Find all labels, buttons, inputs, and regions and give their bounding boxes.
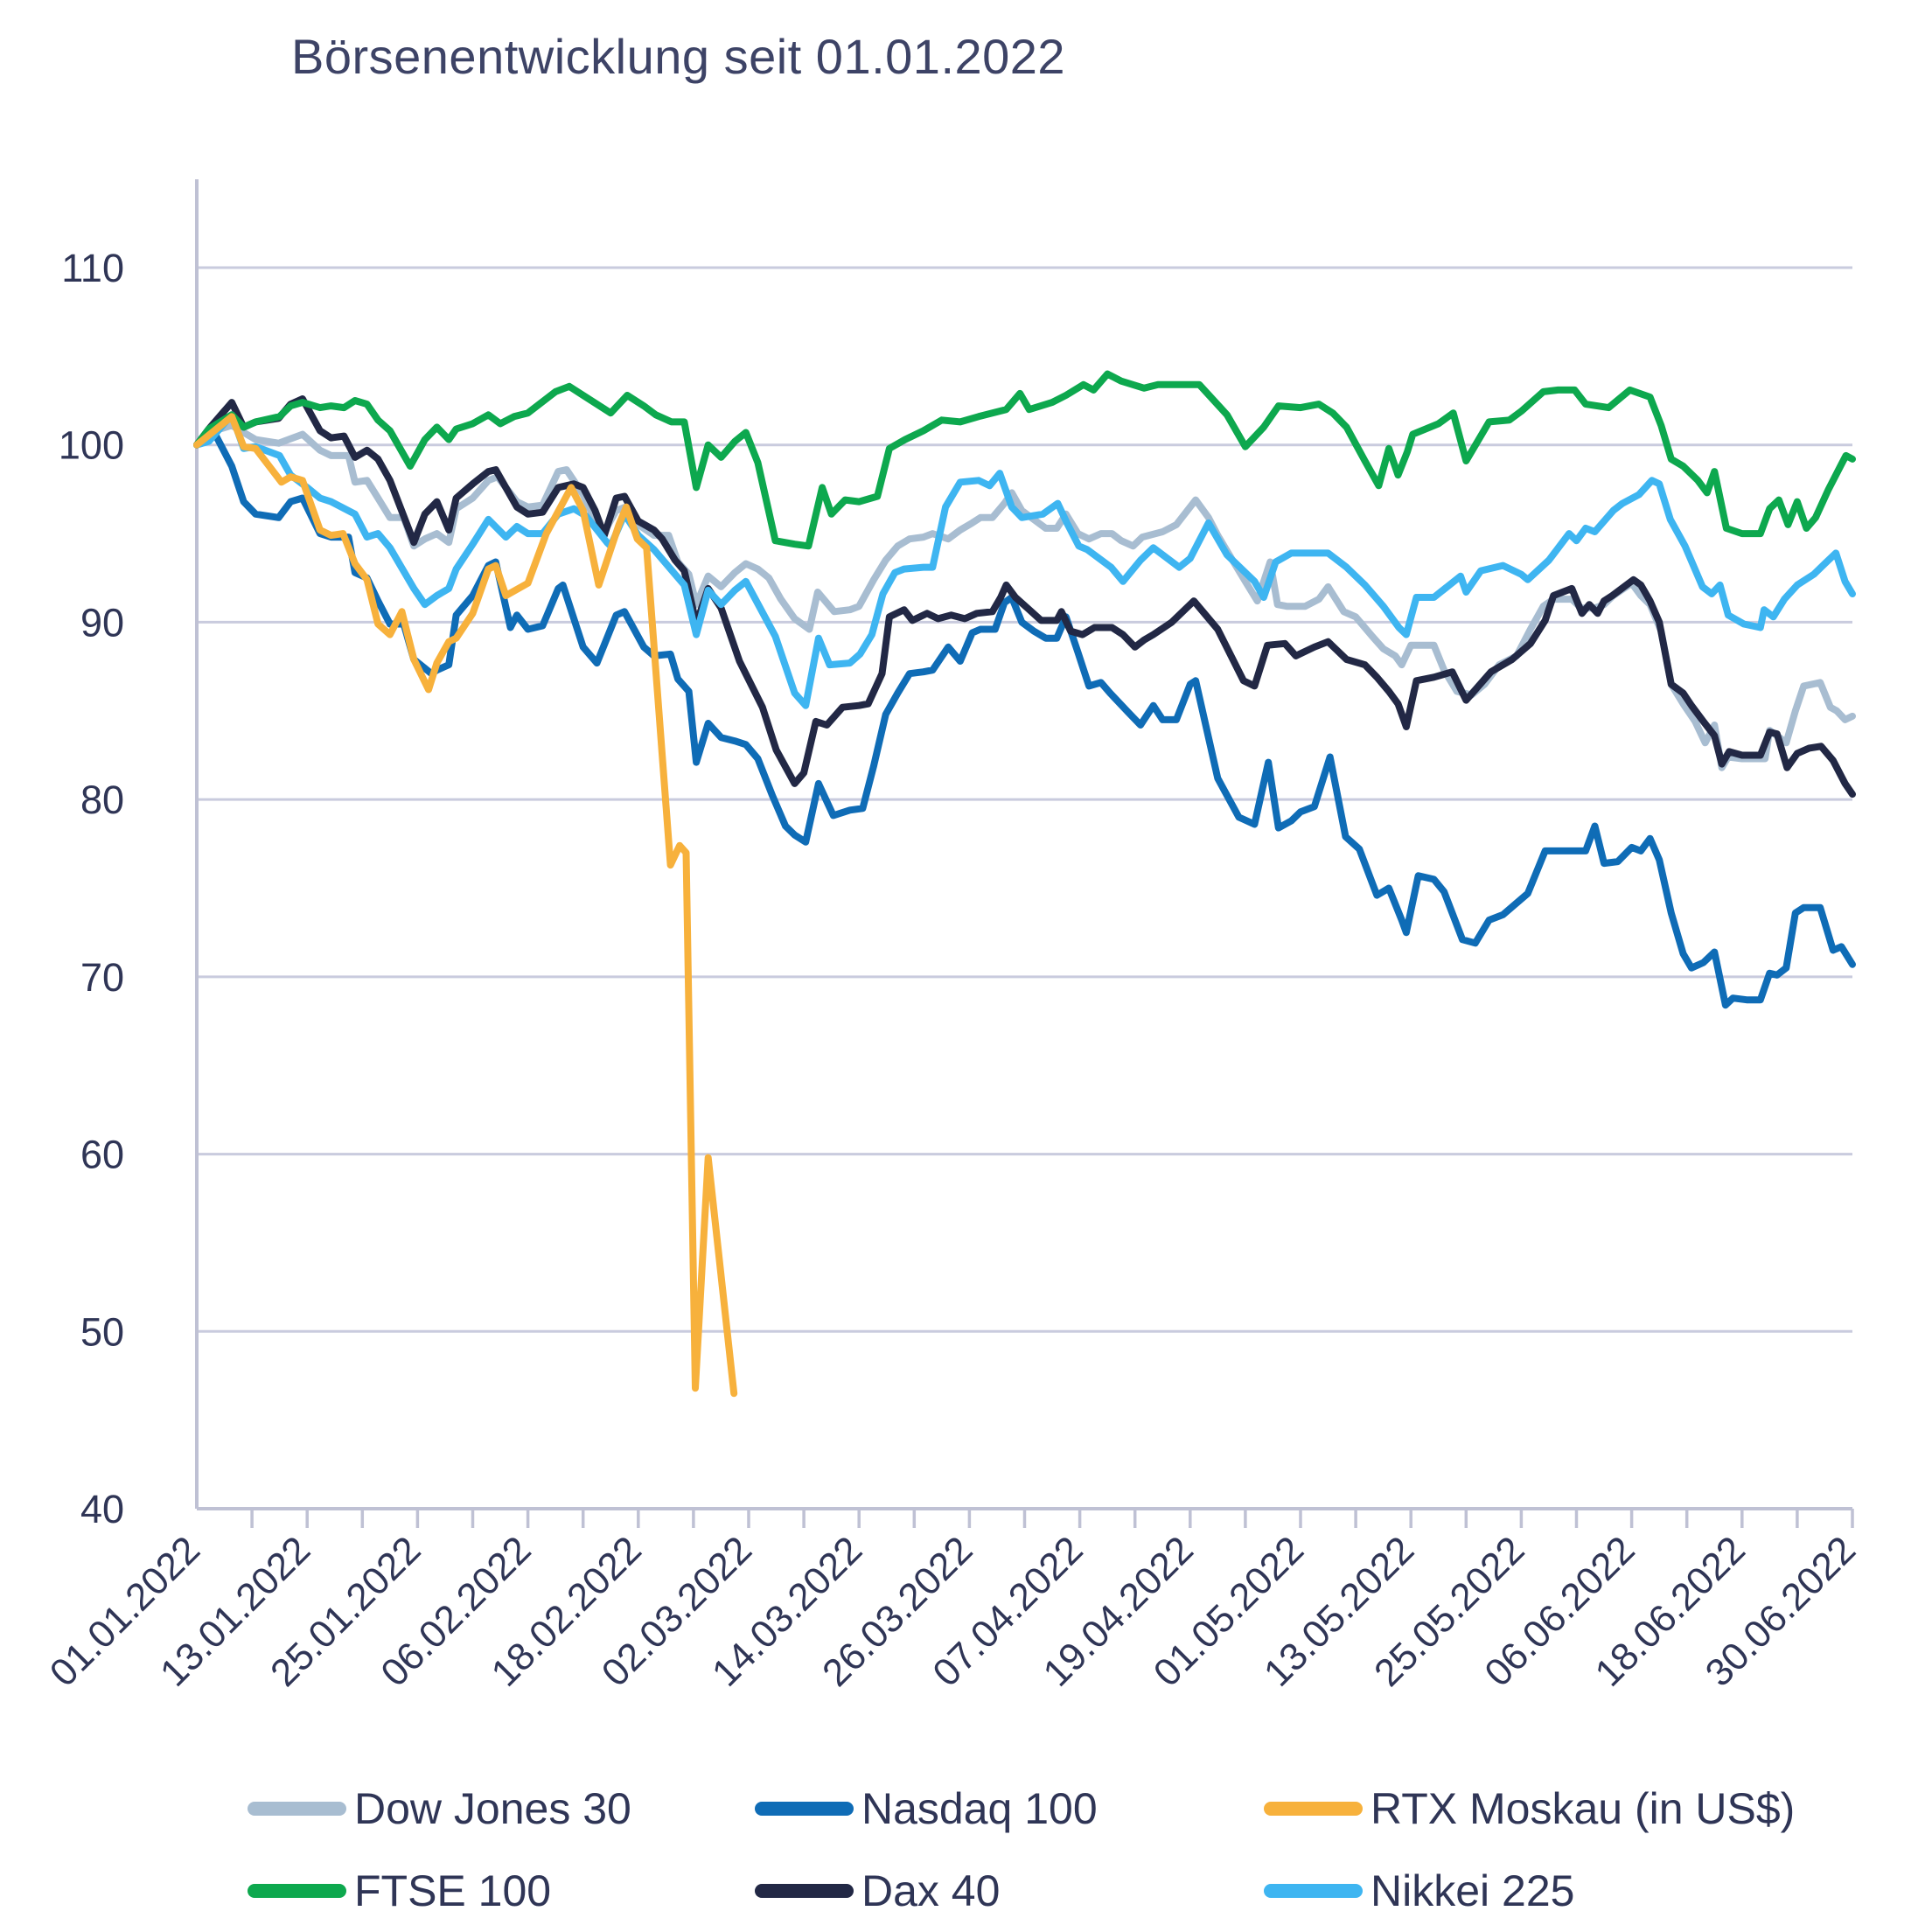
y-tick-label-50: 50 <box>80 1309 124 1354</box>
series-lines <box>193 370 1856 1398</box>
chart-title: Börsenentwicklung seit 01.01.2022 <box>291 29 1066 84</box>
series-line-nikkei-225 <box>193 411 1856 709</box>
series-line-ftse-100 <box>193 370 1856 550</box>
series-line-dax-40 <box>193 395 1856 799</box>
y-tick-label-110: 110 <box>61 246 124 290</box>
gridlines <box>197 266 1852 1333</box>
y-tick-label-40: 40 <box>80 1487 124 1531</box>
y-tick-label-100: 100 <box>59 423 124 468</box>
series-line-dow-jones-30 <box>193 422 1856 771</box>
y-tick-label-80: 80 <box>80 778 124 822</box>
x-axis-labels: 01.01.202213.01.202225.01.202206.02.2022… <box>42 1528 1864 1694</box>
y-axis-labels: 40 50 60 70 80 90 100 110 <box>59 246 124 1531</box>
y-tick-label-60: 60 <box>80 1133 124 1177</box>
y-tick-label-70: 70 <box>80 955 124 1000</box>
y-tick-label-90: 90 <box>80 600 124 645</box>
axes <box>195 179 1854 1528</box>
series-line-rtx-moskau-in-us <box>193 413 738 1398</box>
